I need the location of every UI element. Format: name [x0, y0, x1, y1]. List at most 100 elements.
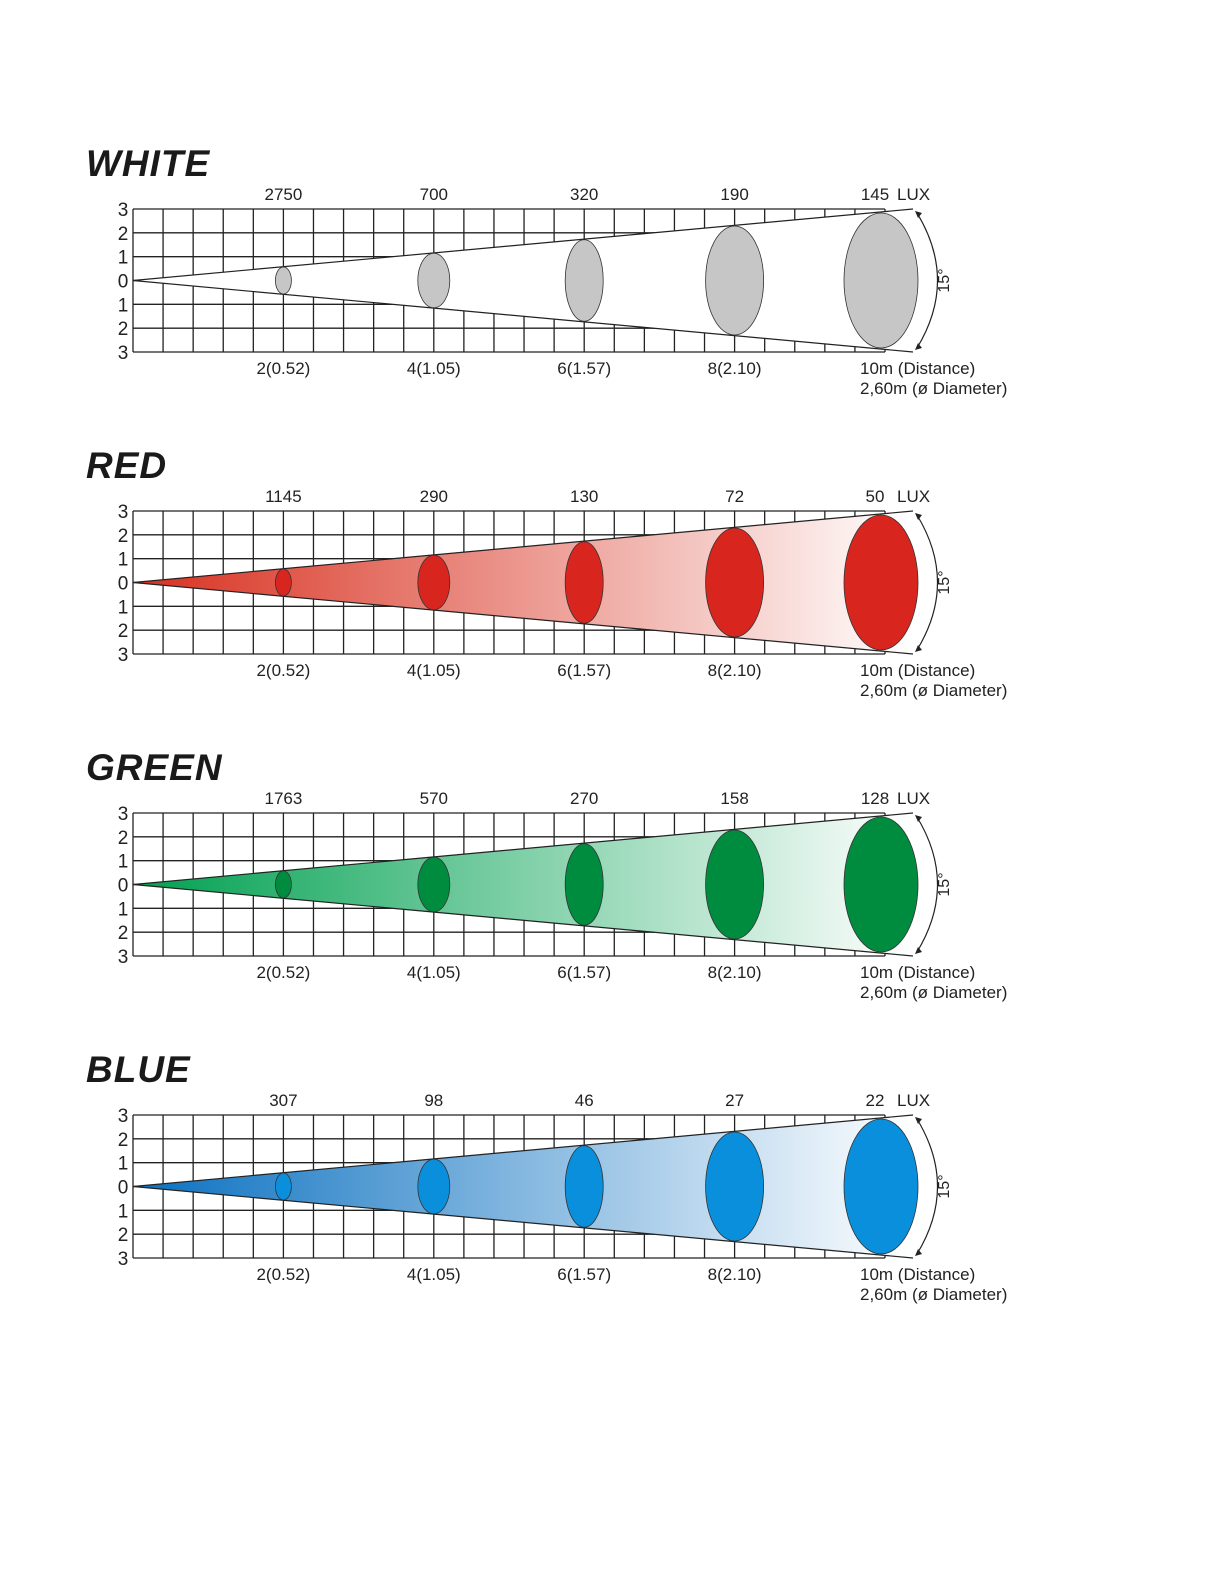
y-tick-label: 2: [118, 224, 129, 245]
y-tick-label: 3: [118, 502, 129, 523]
lux-label: 98: [424, 1091, 443, 1110]
chart-title: GREEN: [86, 747, 223, 788]
y-tick-label: 3: [118, 1249, 129, 1270]
y-tick-label: 1: [118, 597, 129, 618]
arrow-head-icon: [915, 1249, 922, 1256]
beam-chart-green: 3 2 1 0 1 2 3 1763 2(0.52) 570 4(1.05) 270 6(1.57) 15…: [0, 747, 1224, 1047]
y-tick-label: 3: [118, 343, 129, 364]
beam-spot: [705, 527, 764, 638]
beam-spot: [274, 568, 292, 597]
beam-spot: [274, 266, 292, 295]
beam-cone: [133, 511, 913, 654]
y-tick-label: 3: [118, 947, 129, 968]
lux-unit-label: LUX: [897, 1091, 930, 1110]
y-tick-label: 2: [118, 319, 129, 340]
chart-canvas: 321012317632(0.52)5704(1.05)2706(1.57)15…: [118, 789, 1008, 1002]
beam-spot: [564, 239, 604, 322]
beam-spot: [843, 514, 919, 651]
lux-label: 270: [570, 789, 598, 808]
distance-label: 6(1.57): [557, 359, 611, 378]
chart-canvas: 32101233072(0.52)984(1.05)466(1.57)278(2…: [118, 1091, 1008, 1304]
arrow-head-icon: [915, 947, 922, 954]
y-tick-label: 2: [118, 923, 129, 944]
arrow-head-icon: [915, 513, 922, 520]
distance-label: 10m (Distance): [860, 661, 975, 680]
beam-chart-white: 3 2 1 0 1 2 3 2750 2(0.52) 700 4(1.05) 320 6(1.57) 19…: [0, 143, 1224, 443]
beam-spot: [274, 870, 292, 899]
diameter-label: 2,60m (ø Diameter): [860, 681, 1007, 700]
diameter-label: 2,60m (ø Diameter): [860, 1285, 1007, 1304]
lux-label: 27: [725, 1091, 744, 1110]
arrow-head-icon: [915, 815, 922, 822]
y-tick-label: 2: [118, 526, 129, 547]
y-tick-label: 0: [118, 574, 129, 595]
diameter-label: 2,60m (ø Diameter): [860, 983, 1007, 1002]
lux-label: 46: [575, 1091, 594, 1110]
beam-cone: [133, 813, 913, 956]
beam-spot: [843, 816, 919, 953]
y-tick-label: 3: [118, 645, 129, 666]
lux-unit-label: LUX: [897, 487, 930, 506]
y-tick-label: 3: [118, 200, 129, 221]
y-tick-label: 3: [118, 804, 129, 825]
lux-unit-label: LUX: [897, 789, 930, 808]
lux-label: 190: [720, 185, 748, 204]
distance-label: 4(1.05): [407, 963, 461, 982]
angle-arc: [916, 514, 938, 651]
y-tick-label: 3: [118, 1106, 129, 1127]
distance-label: 10m (Distance): [860, 359, 975, 378]
chart-canvas: 321012311452(0.52)2904(1.05)1306(1.57)72…: [118, 487, 1008, 700]
distance-label: 8(2.10): [708, 661, 762, 680]
distance-label: 10m (Distance): [860, 963, 975, 982]
beam-chart-blue: 3 2 1 0 1 2 3 307 2(0.52) 98 4(1.05) 46 6(1.57) 27 8(2…: [0, 1049, 1224, 1349]
distance-label: 8(2.10): [708, 963, 762, 982]
beam-cone: [133, 209, 913, 352]
y-tick-label: 1: [118, 248, 129, 269]
arrow-head-icon: [915, 211, 922, 218]
beam-cone: [133, 1115, 913, 1258]
lux-label: 128: [861, 789, 889, 808]
distance-label: 6(1.57): [557, 661, 611, 680]
beam-angle-label: 15°: [936, 872, 953, 896]
y-tick-label: 1: [118, 295, 129, 316]
y-tick-label: 0: [118, 876, 129, 897]
beam-edge-bottom: [132, 581, 914, 655]
y-tick-label: 0: [118, 1178, 129, 1199]
beam-edge-bottom: [132, 883, 914, 957]
lux-label: 700: [420, 185, 448, 204]
distance-label: 2(0.52): [256, 359, 310, 378]
y-tick-label: 1: [118, 1201, 129, 1222]
beam-spot: [417, 1158, 451, 1215]
y-tick-label: 2: [118, 828, 129, 849]
beam-spot: [274, 1172, 292, 1201]
lux-label: 1145: [265, 487, 302, 506]
y-tick-label: 1: [118, 550, 129, 571]
lux-label: 50: [866, 487, 885, 506]
arrow-head-icon: [915, 1117, 922, 1124]
lux-label: 158: [720, 789, 748, 808]
lux-label: 1763: [264, 789, 302, 808]
beam-spot: [564, 843, 604, 926]
beam-spot: [417, 252, 451, 309]
lux-label: 72: [725, 487, 744, 506]
y-tick-label: 1: [118, 852, 129, 873]
diameter-label: 2,60m (ø Diameter): [860, 379, 1007, 398]
y-tick-label: 2: [118, 1130, 129, 1151]
beam-spot: [564, 541, 604, 624]
beam-edge-top: [132, 510, 914, 584]
lux-label: 307: [269, 1091, 297, 1110]
distance-label: 8(2.10): [708, 359, 762, 378]
y-tick-label: 1: [118, 1154, 129, 1175]
y-tick-label: 0: [118, 272, 129, 293]
lux-label: 145: [861, 185, 889, 204]
lux-label: 22: [866, 1091, 885, 1110]
beam-spot: [705, 225, 764, 336]
arrow-head-icon: [915, 645, 922, 652]
lux-label: 290: [420, 487, 448, 506]
distance-label: 8(2.10): [708, 1265, 762, 1284]
beam-spot: [705, 829, 764, 940]
beam-edge-bottom: [132, 279, 914, 353]
beam-edge-top: [132, 812, 914, 886]
distance-label: 4(1.05): [407, 661, 461, 680]
y-tick-label: 2: [118, 1225, 129, 1246]
